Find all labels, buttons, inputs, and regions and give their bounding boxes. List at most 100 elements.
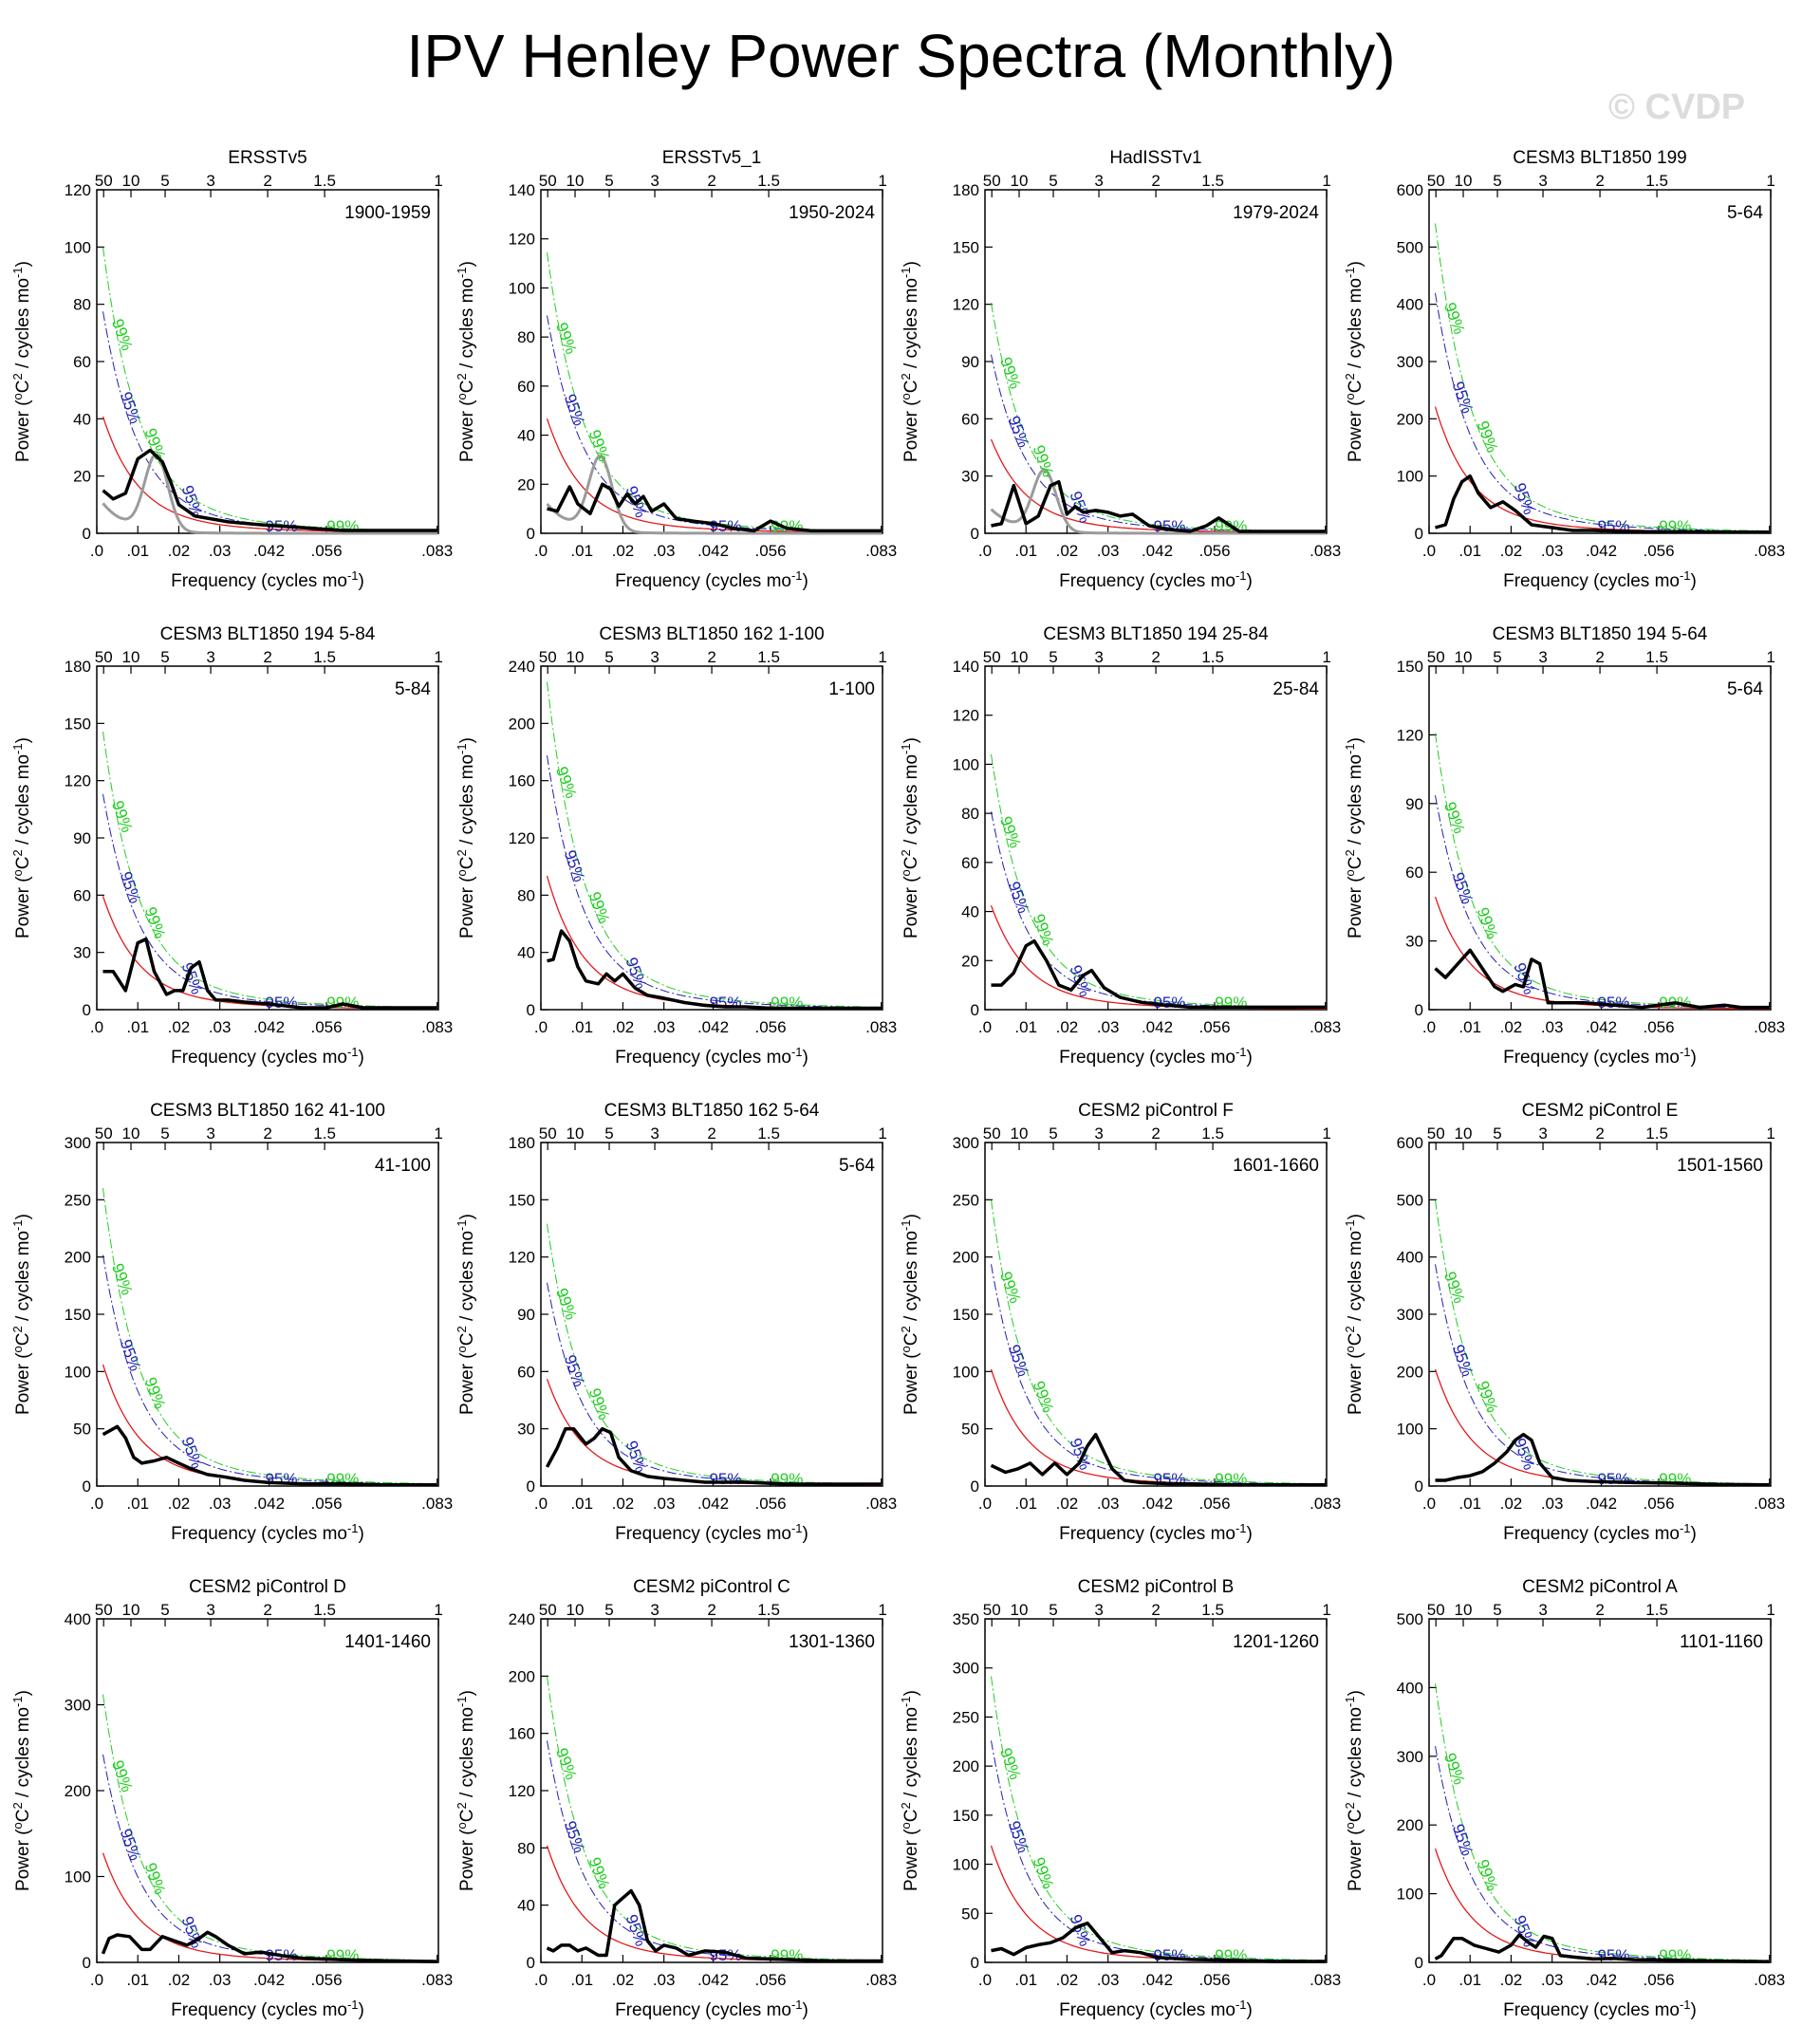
ci99-label: 99%: [1440, 1270, 1468, 1306]
period-tick-label: 3: [650, 172, 659, 190]
y-tick-label: 140: [509, 181, 535, 199]
period-tick-label: 1.5: [757, 1601, 780, 1619]
x-tick-label: .02: [1056, 1971, 1079, 1989]
period-tick-label: 2: [1151, 1124, 1160, 1143]
spectrum-curve: [102, 448, 437, 532]
y-tick-label: 0: [527, 1954, 535, 1972]
period-tick-label: 3: [1538, 172, 1547, 190]
x-tick-label: .02: [1500, 542, 1523, 560]
y-tick-label: 120: [509, 1249, 535, 1267]
spectrum-curve: [547, 482, 882, 533]
y-tick-label: 150: [953, 1306, 979, 1324]
period-tick-label: 3: [1094, 172, 1103, 190]
y-tick-label: 250: [65, 1191, 91, 1209]
x-tick-label: .02: [168, 1971, 191, 1989]
spectrum-curve: [991, 1921, 1326, 1963]
period-tick-label: 1: [1322, 648, 1330, 666]
period-tick-label: 1.5: [1645, 1124, 1668, 1143]
period-tick-label: 50: [1427, 1124, 1445, 1143]
panel-title: CESM3 BLT1850 194 5-84: [160, 624, 376, 644]
x-tick-label: .01: [570, 1971, 593, 1989]
ci99-label: 99%: [1030, 443, 1057, 479]
x-tick-label: .03: [209, 542, 232, 560]
x-tick-label: .083: [1754, 1495, 1785, 1513]
x-tick-label: .056: [310, 1495, 342, 1513]
x-tick-label: .056: [1643, 1495, 1674, 1513]
period-tick-label: 1: [1766, 648, 1774, 666]
period-tick-label: 1.5: [1201, 648, 1224, 666]
ci99-curve: [102, 247, 438, 532]
panel-title: CESM3 BLT1850 194 25-84: [1043, 624, 1269, 644]
ci95-label: 95%: [1449, 870, 1477, 906]
ci99-label: 99%: [1474, 905, 1501, 941]
x-tick-label: .02: [1500, 1018, 1523, 1036]
panel-title: CESM2 piControl F: [1078, 1101, 1234, 1121]
period-tick-label: 5: [1049, 172, 1057, 190]
y-tick-label: 60: [961, 410, 979, 428]
ci99-label: 99%: [1030, 1855, 1057, 1891]
period-tick-label: 5: [1049, 648, 1057, 666]
x-tick-label: .042: [697, 1971, 729, 1989]
x-tick-label: .01: [570, 1018, 593, 1036]
x-tick-label: .01: [1458, 1971, 1481, 1989]
period-tick-label: 1: [1766, 1601, 1774, 1619]
ci95-curve: [102, 1754, 438, 1961]
y-tick-label: 60: [1405, 864, 1423, 882]
period-tick-label: 50: [983, 1601, 1001, 1619]
period-label: 1-100: [828, 679, 875, 699]
x-tick-label: .03: [1097, 1495, 1120, 1513]
period-tick-label: 50: [983, 648, 1001, 666]
ci95-curve: [1435, 1746, 1771, 1961]
period-tick-label: 5: [1493, 1124, 1501, 1143]
x-tick-label: .042: [1586, 1971, 1617, 1989]
ci95-curve: [991, 1740, 1327, 1961]
period-tick-label: 10: [1455, 648, 1473, 666]
period-tick-label: 10: [567, 1601, 585, 1619]
y-tick-label: 240: [509, 1610, 535, 1628]
x-tick-label: .083: [865, 1018, 897, 1036]
period-tick-label: 2: [1595, 1601, 1604, 1619]
period-tick-label: 2: [263, 1601, 271, 1619]
period-tick-label: 2: [263, 648, 271, 666]
ci99-label: 99%: [141, 904, 169, 940]
ci95-curve: [991, 811, 1327, 1009]
x-axis-label: Frequency (cycles mo-1): [615, 1998, 808, 2021]
y-tick-label: 0: [971, 1001, 979, 1019]
y-axis-label: Power (oC2 / cycles mo-1): [899, 1214, 922, 1415]
x-tick-label: .03: [653, 542, 676, 560]
ci95-label: 95%: [709, 1470, 741, 1488]
ci95-curve: [102, 1254, 438, 1485]
spectrum-panel: CESM3 BLT1850 194 5-84 5-84 .0 .01 .02 .03 .04…: [10, 624, 454, 1068]
y-tick-label: 0: [83, 1954, 91, 1972]
y-tick-label: 300: [1397, 1748, 1423, 1766]
y-tick-label: 120: [509, 829, 535, 847]
period-tick-label: 1.5: [757, 1124, 780, 1143]
y-tick-label: 120: [509, 1782, 535, 1800]
y-tick-label: 0: [527, 1477, 535, 1496]
period-label: 1979-2024: [1233, 203, 1319, 223]
ci95-curve: [547, 1740, 882, 1961]
x-tick-label: .01: [126, 1495, 149, 1513]
period-tick-label: 10: [122, 1124, 140, 1143]
period-tick-label: 1.5: [313, 1124, 336, 1143]
y-tick-label: 80: [517, 328, 535, 346]
period-tick-label: 5: [1493, 172, 1501, 190]
y-axis-label: Power (oC2 / cycles mo-1): [455, 1690, 478, 1891]
period-tick-label: 1: [1322, 1601, 1330, 1619]
y-axis-label: Power (oC2 / cycles mo-1): [455, 1214, 478, 1415]
ci99-label: 99%: [1440, 300, 1468, 336]
ci99-label: 99%: [1474, 1857, 1501, 1893]
y-tick-label: 250: [953, 1708, 979, 1726]
period-tick-label: 1.5: [1645, 172, 1668, 190]
y-tick-label: 180: [65, 658, 91, 676]
ci99-label: 99%: [108, 798, 136, 834]
x-axis-label: Frequency (cycles mo-1): [1503, 1045, 1697, 1068]
x-tick-label: .0: [1422, 1971, 1436, 1989]
x-tick-label: .056: [1643, 542, 1674, 560]
period-tick-label: 2: [707, 648, 715, 666]
y-tick-label: 80: [517, 1839, 535, 1857]
period-tick-label: 5: [604, 1124, 613, 1143]
period-tick-label: 1.5: [1645, 1601, 1668, 1619]
x-tick-label: .0: [978, 1018, 992, 1036]
x-tick-label: .083: [421, 542, 453, 560]
